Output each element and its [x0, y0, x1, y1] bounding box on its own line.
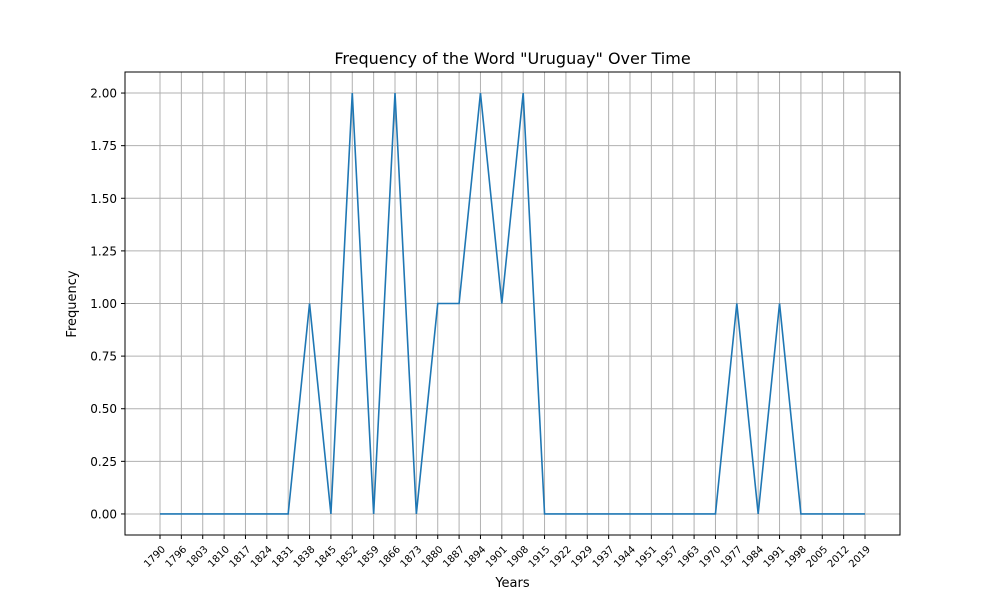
y-tick-label: 0.25 — [90, 455, 117, 469]
y-tick-label: 0.00 — [90, 507, 117, 521]
x-tick-label: 1963 — [676, 544, 702, 570]
x-tick-label: 2005 — [804, 544, 830, 570]
x-tick-label: 1887 — [441, 544, 467, 570]
x-tick-label: 1873 — [399, 544, 425, 570]
x-tick-label: 1908 — [505, 544, 531, 570]
x-tick-label: 1922 — [548, 544, 574, 570]
series-line-uruguay — [160, 92, 865, 515]
y-tick-label: 1.00 — [90, 297, 117, 311]
y-tick-label: 1.50 — [90, 192, 117, 206]
y-tick-label: 1.25 — [90, 244, 117, 258]
y-tick-label: 2.00 — [90, 87, 117, 101]
x-tick-label: 1951 — [634, 544, 660, 570]
x-tick-label: 1929 — [569, 544, 595, 570]
x-tick-label: 1824 — [249, 544, 275, 570]
ticks-layer: 1790179618031810181718241831183818451852… — [90, 87, 873, 570]
x-tick-label: 1970 — [698, 544, 724, 570]
x-axis-label: Years — [494, 576, 530, 591]
x-tick-label: 1944 — [612, 544, 638, 570]
grid-layer — [125, 72, 900, 535]
x-tick-label: 1957 — [655, 544, 681, 570]
y-tick-label: 0.75 — [90, 350, 117, 364]
x-tick-label: 1838 — [292, 544, 318, 570]
x-tick-label: 1810 — [206, 544, 232, 570]
y-tick-label: 1.75 — [90, 139, 117, 153]
x-tick-label: 2012 — [826, 544, 852, 570]
x-tick-label: 1977 — [719, 544, 745, 570]
x-tick-label: 1790 — [142, 544, 168, 570]
x-tick-label: 1984 — [740, 544, 766, 570]
x-tick-label: 1852 — [334, 544, 360, 570]
x-tick-label: 1817 — [228, 544, 254, 570]
x-tick-label: 2019 — [847, 544, 873, 570]
series-layer — [160, 92, 865, 515]
y-axis-label: Frequency — [65, 270, 80, 337]
x-tick-label: 1991 — [762, 544, 788, 570]
x-tick-label: 1831 — [270, 544, 296, 570]
x-tick-label: 1937 — [591, 544, 617, 570]
x-tick-label: 1894 — [463, 544, 489, 570]
x-tick-label: 1803 — [185, 544, 211, 570]
x-tick-label: 1915 — [527, 544, 553, 570]
x-tick-label: 1998 — [783, 544, 809, 570]
y-tick-label: 0.50 — [90, 402, 117, 416]
x-tick-label: 1845 — [313, 544, 339, 570]
x-tick-label: 1796 — [164, 544, 190, 570]
x-tick-label: 1866 — [377, 544, 403, 570]
chart-title: Frequency of the Word "Uruguay" Over Tim… — [334, 49, 690, 68]
x-tick-label: 1859 — [356, 544, 382, 570]
x-tick-label: 1901 — [484, 544, 510, 570]
x-tick-label: 1880 — [420, 544, 446, 570]
